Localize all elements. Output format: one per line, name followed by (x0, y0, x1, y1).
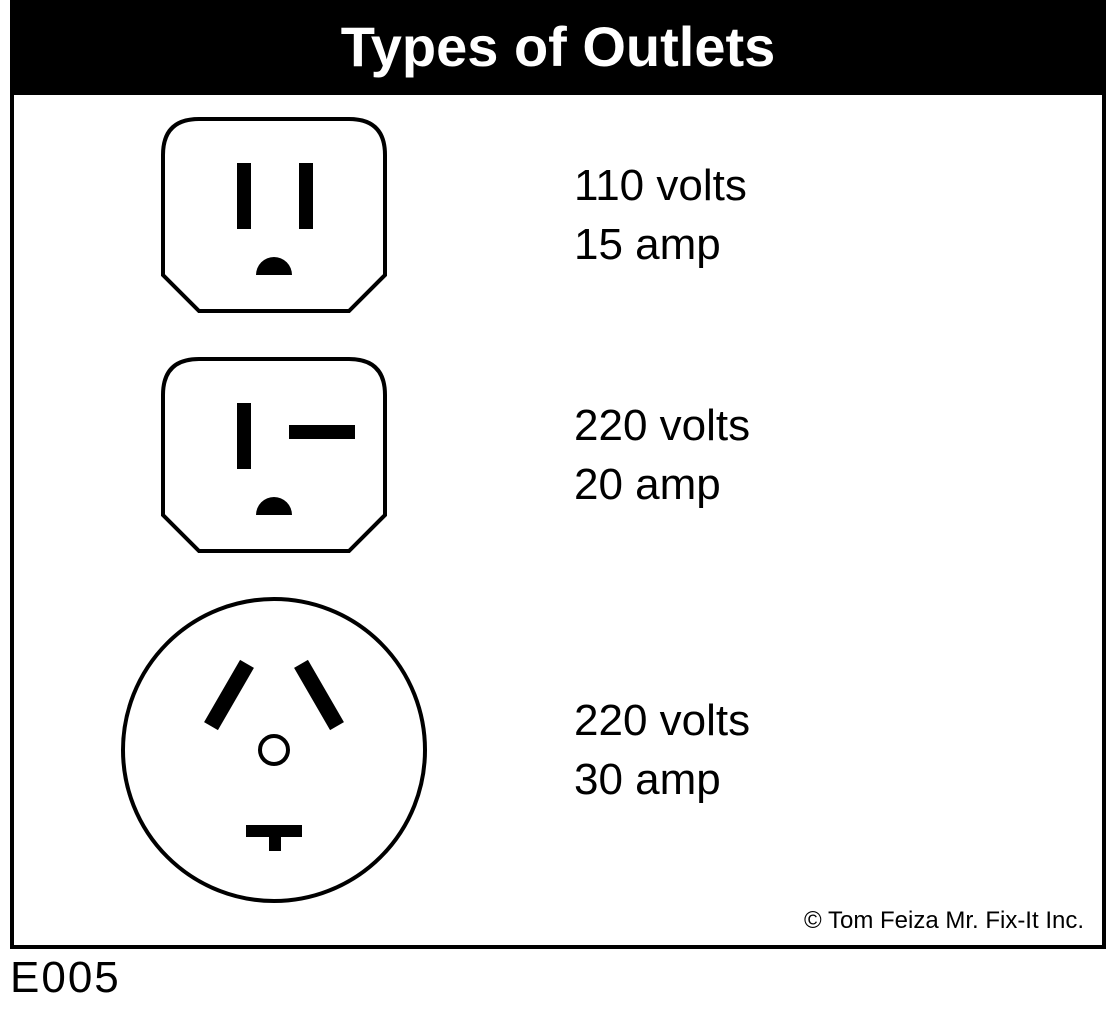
outlet-30a-amps: 30 amp (574, 750, 1102, 809)
outlet-label-15a: 110 volts 15 amp (534, 156, 1102, 275)
outlet-30a-volts: 220 volts (574, 691, 1102, 750)
outlet-row-15a: 110 volts 15 amp (14, 115, 1102, 315)
outlet-diagram-15a (14, 115, 534, 315)
outlet-row-30a: 220 volts 30 amp (14, 595, 1102, 905)
outlet-15a-volts: 110 volts (574, 156, 1102, 215)
outlet-row-20a: 220 volts 20 amp (14, 355, 1102, 555)
outlet-label-20a: 220 volts 20 amp (534, 396, 1102, 515)
outlet-diagram-20a (14, 355, 534, 555)
copyright-text: © Tom Feiza Mr. Fix-It Inc. (804, 907, 1084, 935)
outlet-label-30a: 220 volts 30 amp (534, 691, 1102, 810)
diagram-content: 110 volts 15 amp 220 volts 20 amp (14, 95, 1102, 945)
outlet-15a-icon (159, 115, 389, 315)
title-text: Types of Outlets (341, 15, 776, 78)
title-bar: Types of Outlets (14, 4, 1102, 95)
outlet-20a-amps: 20 amp (574, 455, 1102, 514)
outlet-15a-amps: 15 amp (574, 215, 1102, 274)
outlet-20a-icon (159, 355, 389, 555)
diagram-frame: Types of Outlets 110 volts 15 amp (10, 0, 1106, 949)
diagram-code: E005 (10, 953, 1116, 1003)
outlet-30a-icon (119, 595, 429, 905)
outlet-diagram-30a (14, 595, 534, 905)
outlet-20a-volts: 220 volts (574, 396, 1102, 455)
